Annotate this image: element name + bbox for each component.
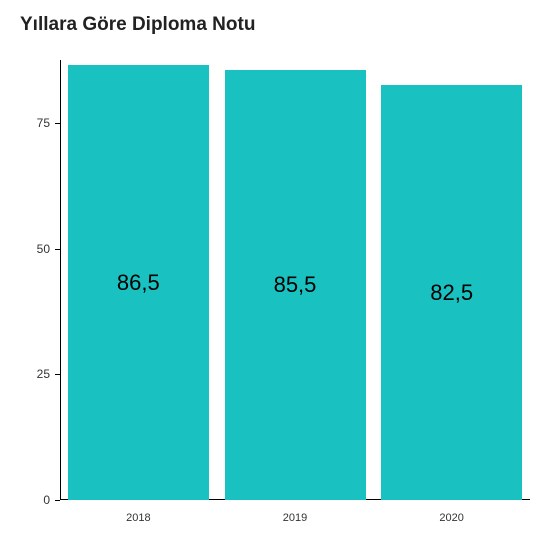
bar-value-label: 85,5 xyxy=(274,272,317,298)
xtick-label: 2018 xyxy=(126,500,150,524)
ytick-label: 50 xyxy=(37,242,60,256)
bar: 82,5 xyxy=(381,85,522,500)
bar: 86,5 xyxy=(68,65,209,500)
plot-area: 025507586,5201885,5201982,52020 xyxy=(60,60,530,500)
y-axis-line xyxy=(60,60,61,500)
ytick-label: 0 xyxy=(43,493,60,507)
ytick-label: 25 xyxy=(37,367,60,381)
bar-value-label: 82,5 xyxy=(430,280,473,306)
bar: 85,5 xyxy=(225,70,366,500)
bar-value-label: 86,5 xyxy=(117,270,160,296)
xtick-label: 2019 xyxy=(283,500,307,524)
ytick-label: 75 xyxy=(37,116,60,130)
chart-container: Yıllara Göre Diploma Notu 025507586,5201… xyxy=(0,0,550,550)
chart-title: Yıllara Göre Diploma Notu xyxy=(20,14,255,36)
xtick-label: 2020 xyxy=(439,500,463,524)
